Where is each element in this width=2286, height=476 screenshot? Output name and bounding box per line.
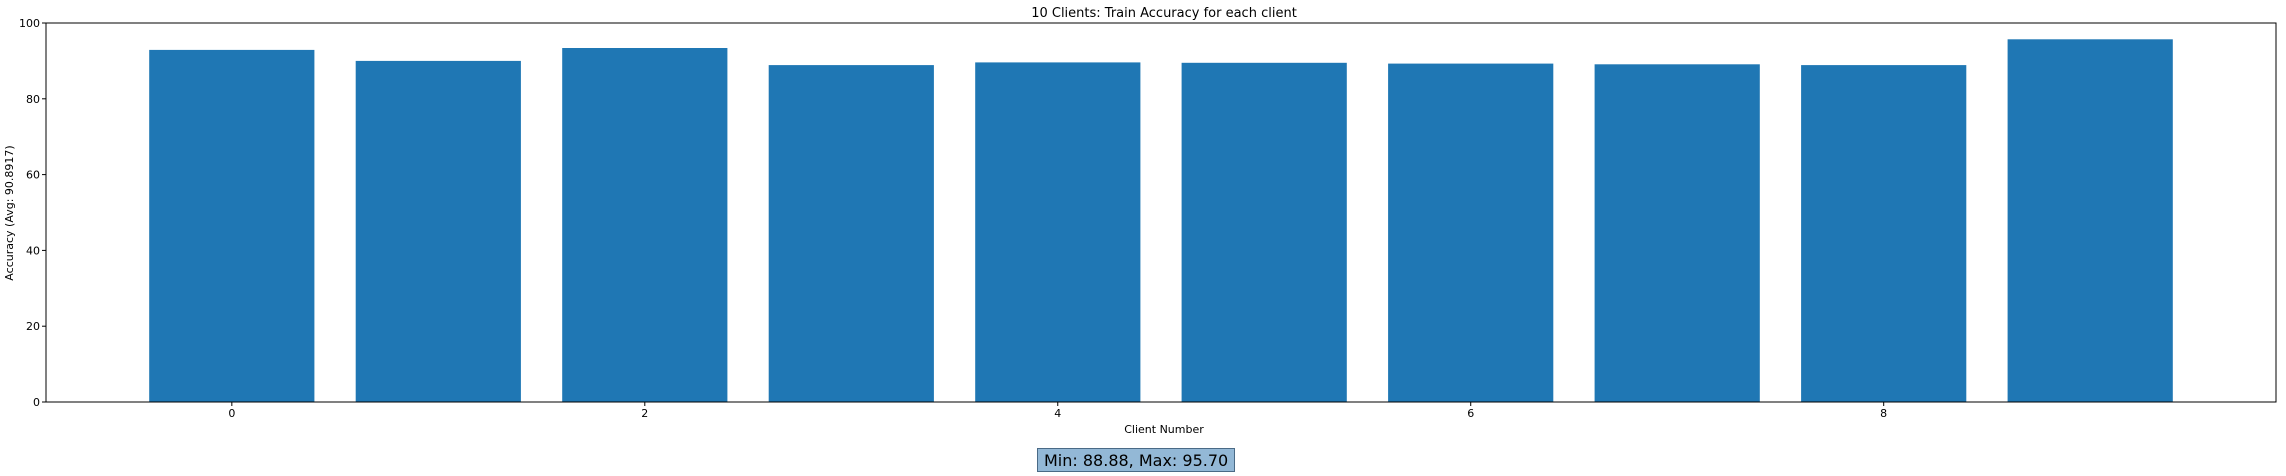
y-tick-label: 80	[26, 93, 40, 106]
x-tick-label: 2	[641, 407, 648, 420]
y-tick-label: 100	[19, 17, 40, 30]
bar-client-6	[1388, 63, 1554, 402]
y-tick-label: 20	[26, 320, 40, 333]
x-tick-label: 6	[1467, 407, 1474, 420]
bars-group	[149, 39, 2173, 403]
min-max-annotation: Min: 88.88, Max: 95.70	[1037, 448, 1236, 472]
bar-client-1	[355, 60, 521, 403]
x-tick-label: 8	[1880, 407, 1887, 420]
x-axis-label: Client Number	[1124, 423, 1204, 436]
bar-client-0	[149, 49, 315, 403]
x-axis-ticks: 0 2 4 6 8	[228, 402, 1887, 420]
y-tick-label: 0	[33, 396, 40, 409]
bar-client-4	[975, 62, 1141, 403]
bar-client-2	[562, 48, 728, 402]
plot-frame	[45, 22, 2277, 403]
bar-client-3	[768, 65, 934, 402]
bar-client-8	[1801, 65, 1967, 402]
bar-client-7	[1594, 64, 1760, 403]
x-tick-label: 0	[228, 407, 235, 420]
bar-client-5	[1181, 62, 1347, 403]
bar-client-9	[2007, 39, 2173, 403]
chart-title: 10 Clients: Train Accuracy for each clie…	[1031, 6, 1297, 21]
y-axis-ticks: 0 20 40 60 80 100	[19, 17, 46, 409]
x-tick-label: 4	[1054, 407, 1061, 420]
y-axis-label: Accuracy (Avg: 90.8917)	[3, 145, 16, 280]
y-tick-label: 40	[26, 244, 40, 257]
y-tick-label: 60	[26, 169, 40, 182]
